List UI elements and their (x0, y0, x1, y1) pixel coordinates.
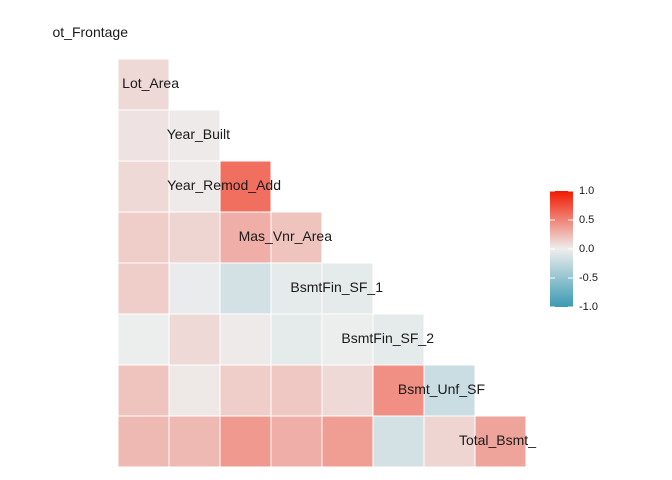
heatmap-cell (117, 58, 170, 111)
variable-label: ot_Frontage (53, 24, 129, 40)
heatmap-cell (219, 415, 272, 468)
color-legend: 1.0 0.5 0.0 -0.5 -1.0 (550, 185, 598, 313)
variable-label: Year_Built (167, 126, 230, 142)
heatmap-cell (117, 262, 170, 315)
heatmap-cell (168, 364, 221, 417)
heatmap-cell (423, 364, 476, 417)
legend-tick-label: 0.5 (579, 214, 594, 226)
variable-label: Mas_Vnr_Area (239, 228, 333, 244)
heatmap-cell (117, 313, 170, 366)
heatmap-cell (321, 262, 374, 315)
legend-ticks: 1.0 0.5 0.0 -0.5 -1.0 (550, 185, 598, 313)
heatmap-cell (168, 262, 221, 315)
heatmap-cell (270, 415, 323, 468)
heatmap-cell (372, 415, 425, 468)
legend-tick-label: -0.5 (579, 272, 598, 284)
heatmap-cell (321, 415, 374, 468)
variable-label: Lot_Area (122, 75, 179, 91)
heatmap-cell (168, 313, 221, 366)
heatmap-cell (168, 211, 221, 264)
legend-tick-label: -1.0 (579, 301, 598, 313)
variable-label: BsmtFin_SF_1 (290, 279, 383, 295)
heatmap-cell (423, 415, 476, 468)
heatmap-cell (321, 364, 374, 417)
heatmap-cell (117, 364, 170, 417)
variable-label: Total_Bsmt_ (459, 432, 536, 448)
variable-label: BsmtFin_SF_2 (341, 330, 434, 346)
heatmap-cell (219, 313, 272, 366)
heatmap-cell (219, 160, 272, 213)
heatmap-cell (270, 211, 323, 264)
variable-label: Year_Remod_Add (167, 177, 281, 193)
heatmap-cell (117, 109, 170, 162)
heatmap-cell (168, 109, 221, 162)
heatmap-cell (168, 415, 221, 468)
heatmap-cell (117, 415, 170, 468)
heatmap-cell (270, 364, 323, 417)
variable-labels: ot_Frontage Lot_Area Year_Built Year_Remod_… (53, 24, 537, 448)
legend-tick-label: 1.0 (579, 185, 594, 197)
heatmap-cell (270, 313, 323, 366)
heatmap-cell (168, 160, 221, 213)
heatmap-cells (117, 58, 527, 468)
variable-label: Bsmt_Unf_SF (398, 381, 485, 397)
heatmap-cell (117, 211, 170, 264)
heatmap-cell (372, 313, 425, 366)
heatmap-cell (117, 160, 170, 213)
heatmap-cell (474, 415, 527, 468)
legend-colorbar (550, 191, 573, 307)
heatmap-cell (219, 262, 272, 315)
legend-tick-label: 0.0 (579, 243, 594, 255)
heatmap-cell (219, 364, 272, 417)
